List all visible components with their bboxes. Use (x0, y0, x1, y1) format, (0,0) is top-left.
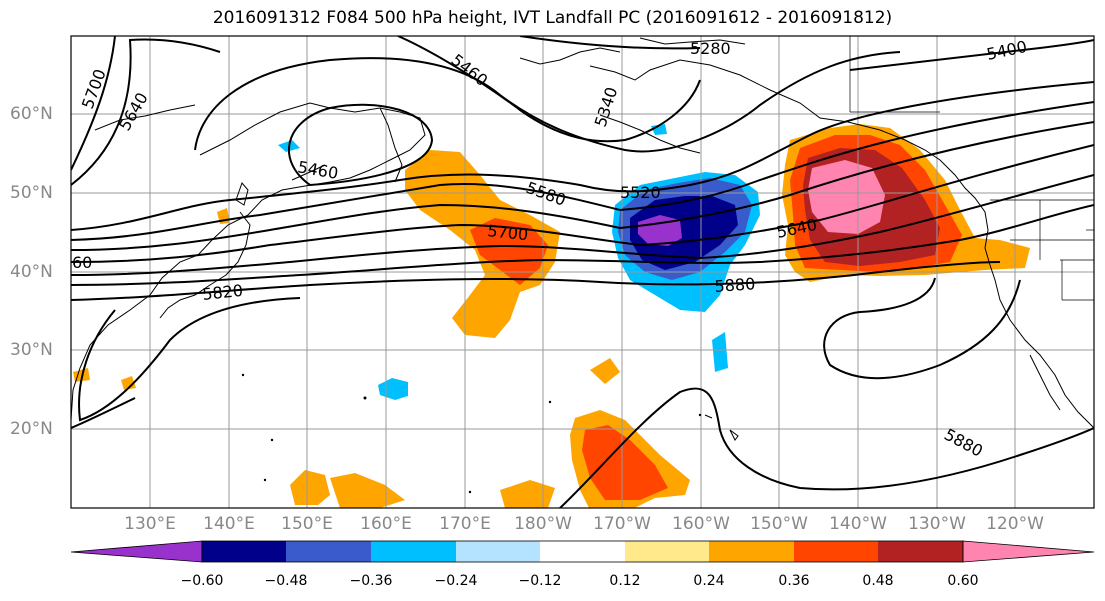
map-panel: 5700 5640 5460 5460 5340 5280 5400 5580 … (71, 36, 1094, 508)
lon-label: 120°W (986, 514, 1044, 534)
colorbar-tick-label: 0.60 (947, 573, 979, 589)
positive-anomaly-south-inner (582, 425, 668, 500)
negative-anomaly-max (638, 215, 682, 246)
lon-label: 180°W (514, 514, 572, 534)
colorbar-bin (202, 541, 286, 562)
colorbar-bin (625, 541, 709, 562)
colorbar-bin (709, 541, 794, 562)
lat-label: 50°N (10, 183, 53, 203)
map-title: 2016091312 F084 500 hPa height, IVT Land… (212, 8, 893, 28)
colorbar-bin (794, 541, 878, 562)
lat-label: 60°N (10, 104, 53, 124)
positive-anomaly-sw-3 (500, 480, 555, 508)
contour-label: 5520 (620, 183, 661, 202)
lat-label: 40°N (10, 262, 53, 282)
colorbar-tick-label: −0.36 (349, 573, 393, 589)
colorbar-tick-label: 0.24 (693, 573, 725, 589)
lon-label: 150°E (281, 514, 333, 534)
colorbar (70, 540, 1095, 563)
lon-label: 150°W (750, 514, 808, 534)
contour-label: 5280 (690, 39, 731, 58)
colorbar-bin (540, 541, 625, 562)
positive-anomaly-central-inner (470, 218, 548, 285)
positive-anomaly-small-3 (121, 376, 136, 390)
colorbar-tick-label: −0.48 (264, 573, 308, 589)
lon-label: 140°W (829, 514, 887, 534)
colorbar-tick-label: 0.36 (778, 573, 810, 589)
islands (241, 373, 702, 494)
positive-anomaly-ne-max (808, 160, 885, 234)
contour-label: 5700 (487, 221, 529, 244)
lat-label: 30°N (10, 340, 53, 360)
lon-label: 160°W (672, 514, 730, 534)
contour-label: 60 (72, 253, 92, 272)
lon-label: 170°W (593, 514, 651, 534)
colorbar-tick-label: −0.12 (518, 573, 562, 589)
colorbar-tick-label: 0.48 (862, 573, 894, 589)
colorbar-extend-low (70, 540, 203, 563)
colorbar-extend-high (962, 540, 1095, 563)
colorbar-tick-label: 0.12 (609, 573, 641, 589)
lon-label: 170°E (439, 514, 491, 534)
lon-label: 140°E (203, 514, 255, 534)
colorbar-tick-label: −0.60 (180, 573, 224, 589)
map-frame (70, 35, 1095, 509)
lat-label: 20°N (10, 419, 53, 439)
contour-label: 5820 (201, 281, 243, 304)
height-contours (71, 36, 1094, 508)
borders (849, 36, 1094, 301)
contour-label: 5880 (714, 274, 756, 296)
lon-label: 130°E (124, 514, 176, 534)
colorbar-bin (286, 541, 371, 562)
positive-anomaly-small-1 (590, 358, 620, 384)
colorbar-tick-label: −0.24 (434, 573, 478, 589)
negative-anomaly-small-1 (712, 332, 728, 372)
positive-anomaly-sw-1 (290, 470, 330, 505)
colorbar-bin (371, 541, 456, 562)
lon-label: 130°W (908, 514, 966, 534)
colorbar-bin (878, 541, 963, 562)
colorbar-bin (456, 541, 540, 562)
lon-label: 160°E (360, 514, 412, 534)
